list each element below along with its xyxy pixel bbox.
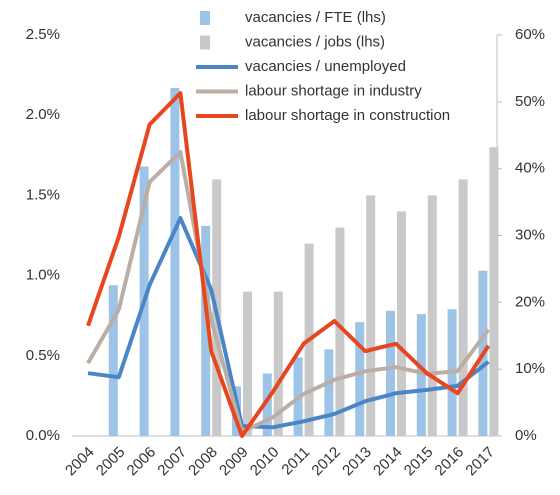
bar	[108, 285, 118, 436]
bar	[335, 227, 345, 436]
y2-tick-label: 40%	[515, 160, 545, 177]
y-tick-label: 1.0%	[26, 267, 60, 284]
x-tick-label: 2010	[247, 444, 283, 480]
y2-tick-label: 30%	[515, 226, 545, 243]
y2-tick-label: 0%	[515, 427, 537, 444]
x-tick-label: 2015	[401, 444, 437, 480]
line	[86, 91, 491, 438]
y-tick-label: 0.0%	[26, 427, 60, 444]
bar	[355, 322, 365, 436]
legend-label: labour shortage in industry	[245, 82, 422, 99]
x-tick-label: 2017	[462, 444, 498, 480]
bar	[262, 373, 272, 436]
x-tick-label: 2014	[370, 444, 406, 480]
y2-tick-label: 50%	[515, 93, 545, 110]
bar	[489, 147, 499, 436]
x-tick-label: 2007	[154, 444, 190, 480]
line	[86, 149, 491, 434]
bar	[170, 87, 180, 436]
y2-tick-label: 20%	[515, 293, 545, 310]
x-tick-label: 2016	[432, 444, 468, 480]
legend-label: vacancies / unemployed	[245, 58, 406, 75]
bar	[273, 291, 283, 436]
x-tick-label: 2006	[124, 444, 160, 480]
bar	[386, 310, 395, 436]
bar	[243, 291, 252, 436]
x-tick-label: 2012	[308, 444, 344, 480]
y2-tick-label: 60%	[515, 26, 545, 43]
line	[87, 216, 490, 430]
x-tick-label: 2013	[339, 444, 375, 480]
legend-label: vacancies / jobs (lhs)	[245, 33, 385, 50]
x-tick-label: 2004	[62, 444, 98, 480]
x-tick-label: 2005	[93, 444, 129, 480]
bar	[416, 314, 426, 436]
bar	[397, 211, 406, 436]
bar	[324, 349, 334, 436]
x-tick-label: 2011	[278, 444, 313, 479]
x-tick-label: 2008	[185, 444, 221, 480]
y-tick-label: 2.0%	[26, 106, 60, 123]
bar	[427, 195, 437, 436]
legend-swatch	[200, 11, 210, 25]
bar	[366, 195, 376, 436]
legend-swatch	[200, 35, 210, 50]
legend-label: vacancies / FTE (lhs)	[245, 9, 386, 26]
bar	[201, 225, 211, 436]
bar	[458, 179, 468, 437]
y-tick-label: 2.5%	[26, 26, 60, 43]
x-tick-label: 2009	[216, 444, 252, 480]
y-tick-label: 0.5%	[26, 347, 60, 364]
y-tick-label: 1.5%	[26, 186, 60, 203]
y2-tick-label: 10%	[515, 360, 545, 377]
legend-label: labour shortage in construction	[245, 107, 450, 124]
